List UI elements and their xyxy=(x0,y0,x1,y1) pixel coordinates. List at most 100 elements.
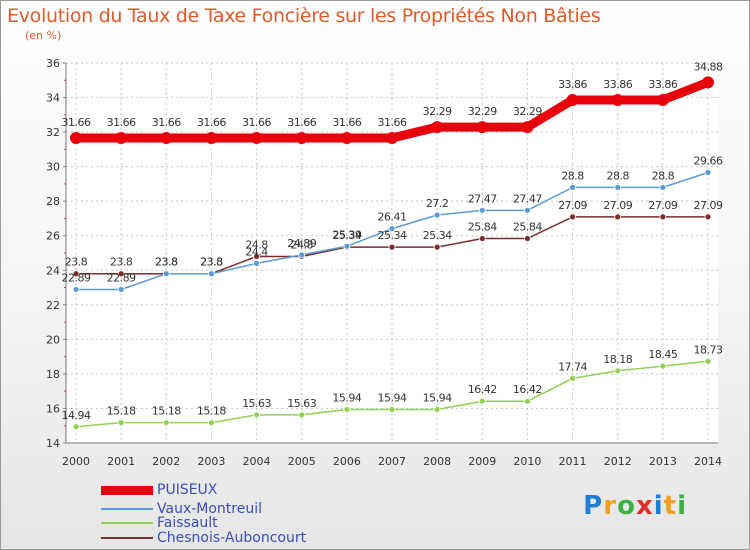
data-label-chesnois-auboncourt: 25.34 xyxy=(378,229,407,242)
x-tick-label: 2002 xyxy=(152,455,180,468)
y-tick-label: 32 xyxy=(46,126,60,139)
y-tick-label: 14 xyxy=(46,437,60,450)
data-point-chesnois-auboncourt xyxy=(524,235,531,242)
legend-item-faissault: Faissault xyxy=(101,515,218,531)
data-point-faissault xyxy=(72,423,80,431)
data-point-chesnois-auboncourt xyxy=(478,235,486,242)
data-point-puiseux xyxy=(205,131,218,144)
data-point-vaux-montreuil xyxy=(253,259,260,267)
data-point-chesnois-auboncourt xyxy=(569,213,576,221)
x-tick-label: 2009 xyxy=(468,455,496,468)
data-label-chesnois-auboncourt: 23.8 xyxy=(200,256,223,269)
data-label-faissault: 17.74 xyxy=(558,360,587,373)
data-label-puiseux: 32.29 xyxy=(423,105,452,118)
data-point-puiseux xyxy=(250,131,263,144)
data-point-faissault xyxy=(298,411,306,419)
series-layer xyxy=(70,76,714,431)
legend-swatch-vaux-montreuil xyxy=(101,508,153,510)
legend-swatch-faissault xyxy=(101,522,153,524)
data-label-puiseux: 31.66 xyxy=(197,116,226,129)
data-label-chesnois-auboncourt: 25.84 xyxy=(513,220,542,233)
data-label-vaux-montreuil: 23.8 xyxy=(155,256,178,269)
legend-label-faissault: Faissault xyxy=(157,515,218,531)
chart-title: Evolution du Taux de Taxe Foncière sur l… xyxy=(7,5,601,27)
data-point-puiseux xyxy=(70,131,82,144)
data-point-puiseux xyxy=(340,131,353,144)
legend-label-puiseux: PUISEUX xyxy=(157,482,218,498)
x-tick-label: 2006 xyxy=(333,455,361,468)
x-tick-label: 2007 xyxy=(378,455,406,468)
data-label-faissault: 15.63 xyxy=(287,397,316,410)
data-label-puiseux: 32.29 xyxy=(513,105,542,118)
data-point-vaux-montreuil xyxy=(659,183,667,191)
data-point-puiseux xyxy=(566,93,579,106)
grid xyxy=(66,62,718,444)
y-tick-label: 26 xyxy=(46,230,60,243)
data-point-faissault xyxy=(569,374,576,382)
data-point-chesnois-auboncourt xyxy=(388,243,396,251)
y-tick-label: 18 xyxy=(46,368,60,381)
data-label-faissault: 18.18 xyxy=(603,353,632,366)
data-point-chesnois-auboncourt xyxy=(433,243,441,251)
data-label-faissault: 16.42 xyxy=(468,383,497,396)
legend-item-chesnois-auboncourt: Chesnois-Auboncourt xyxy=(101,530,306,546)
data-label-vaux-montreuil: 28.8 xyxy=(561,169,584,182)
data-label-puiseux: 31.66 xyxy=(332,116,361,129)
data-label-vaux-montreuil: 28.8 xyxy=(652,169,675,182)
data-point-puiseux xyxy=(702,76,714,89)
data-label-puiseux: 34.88 xyxy=(694,60,723,73)
data-point-vaux-montreuil xyxy=(569,183,576,191)
data-point-faissault xyxy=(659,362,667,370)
data-label-faissault: 16.42 xyxy=(513,383,542,396)
x-tick-label: 2005 xyxy=(288,455,316,468)
data-label-puiseux: 31.66 xyxy=(378,116,407,129)
data-label-faissault: 15.94 xyxy=(378,391,407,404)
data-point-faissault xyxy=(524,397,531,405)
data-label-vaux-montreuil: 23.8 xyxy=(200,256,223,269)
data-label-vaux-montreuil: 28.8 xyxy=(606,169,629,182)
data-label-puiseux: 33.86 xyxy=(603,78,632,91)
logo-letter: r xyxy=(603,491,618,521)
x-tick-label: 2014 xyxy=(694,455,722,468)
y-tick-label: 24 xyxy=(46,264,60,277)
data-label-chesnois-auboncourt: 25.34 xyxy=(332,229,361,242)
data-label-puiseux: 31.66 xyxy=(152,116,181,129)
data-point-vaux-montreuil xyxy=(72,286,80,293)
logo-letter: i xyxy=(653,491,664,521)
data-label-chesnois-auboncourt: 25.84 xyxy=(468,220,497,233)
data-point-vaux-montreuil xyxy=(478,206,486,214)
data-label-puiseux: 33.86 xyxy=(558,78,587,91)
y-tick-label: 20 xyxy=(46,333,60,346)
y-tick-label: 34 xyxy=(46,92,60,105)
data-point-faissault xyxy=(162,419,170,427)
data-point-faissault xyxy=(208,419,215,427)
x-tick-label: 2012 xyxy=(604,455,632,468)
data-label-faissault: 14.94 xyxy=(62,409,91,422)
legend-label-vaux-montreuil: Vaux-Montreuil xyxy=(157,501,262,517)
proxiti-logo: Proxiti xyxy=(583,491,687,521)
data-point-puiseux xyxy=(115,131,128,144)
data-label-puiseux: 32.29 xyxy=(468,105,497,118)
axes: 14 16 18 20 22 24 26 28 30 32 34 36 2000 2001 2002 2003… xyxy=(46,57,722,468)
data-point-puiseux xyxy=(521,121,534,134)
data-label-faissault: 18.45 xyxy=(648,348,677,361)
y-tick-label: 28 xyxy=(46,195,60,208)
legend-item-puiseux: PUISEUX xyxy=(101,482,217,498)
x-tick-label: 2011 xyxy=(559,455,587,468)
data-label-chesnois-auboncourt: 23.8 xyxy=(155,256,178,269)
data-point-vaux-montreuil xyxy=(208,270,215,278)
data-label-faissault: 15.63 xyxy=(242,397,271,410)
y-tick-label: 16 xyxy=(46,402,60,415)
data-label-chesnois-auboncourt: 24.8 xyxy=(290,238,313,251)
data-label-vaux-montreuil: 27.2 xyxy=(426,197,449,210)
data-point-vaux-montreuil xyxy=(433,211,441,219)
x-tick-label: 2010 xyxy=(513,455,541,468)
data-point-vaux-montreuil xyxy=(704,169,712,176)
data-point-vaux-montreuil xyxy=(388,225,396,233)
data-label-puiseux: 31.66 xyxy=(287,116,316,129)
legend-swatch-puiseux xyxy=(101,485,153,495)
data-point-chesnois-auboncourt xyxy=(72,270,80,278)
y-tick-label: 22 xyxy=(46,299,60,312)
data-label-faissault: 15.18 xyxy=(107,405,136,418)
logo-letter: i xyxy=(677,491,687,521)
